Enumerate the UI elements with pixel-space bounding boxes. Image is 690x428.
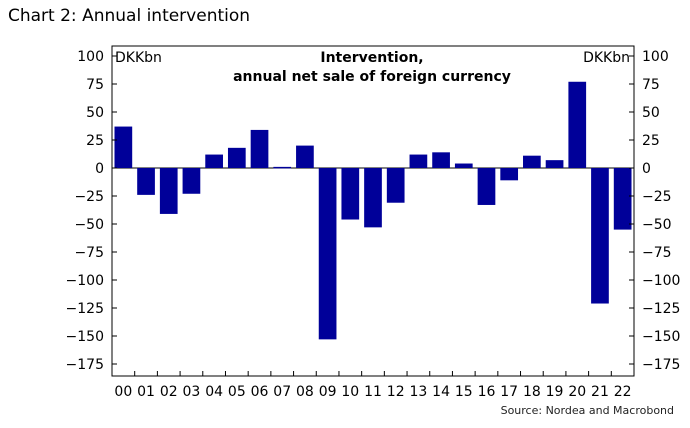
x-tick-label-20: 20 xyxy=(568,384,586,400)
y-tick-label-right: 0 xyxy=(642,161,651,177)
y-tick-label-left: 75 xyxy=(86,77,104,93)
x-tick-label-03: 03 xyxy=(183,384,201,400)
y-tick-label-right: −75 xyxy=(642,245,672,261)
bar-10 xyxy=(341,168,360,220)
x-tick-label-22: 22 xyxy=(614,384,632,400)
bar-09 xyxy=(318,168,337,340)
y-tick-label-left: −100 xyxy=(66,273,104,289)
x-tick-label-05: 05 xyxy=(228,384,246,400)
x-tick-label-17: 17 xyxy=(500,384,518,400)
plot-border xyxy=(111,45,635,377)
source-note: Source: Nordea and Macrobond xyxy=(500,404,674,417)
bar-22 xyxy=(613,168,632,230)
x-tick-label-00: 00 xyxy=(114,384,132,400)
y-tick-label-right: −175 xyxy=(642,357,680,373)
y-tick-label-left: −150 xyxy=(66,329,104,345)
y-tick-label-right: −50 xyxy=(642,217,672,233)
y-tick-label-left: −50 xyxy=(74,217,104,233)
x-tick-label-02: 02 xyxy=(160,384,178,400)
x-tick-label-18: 18 xyxy=(523,384,541,400)
bar-14 xyxy=(432,152,450,168)
bar-06 xyxy=(250,129,269,168)
y-tick-label-right: −125 xyxy=(642,301,680,317)
y-tick-label-right: −100 xyxy=(642,273,680,289)
x-tick-label-04: 04 xyxy=(205,384,223,400)
bar-20 xyxy=(568,81,587,168)
x-tick-label-07: 07 xyxy=(273,384,291,400)
bar-01 xyxy=(137,168,155,195)
bar-21 xyxy=(591,168,609,304)
bar-12 xyxy=(386,168,405,203)
bar-02 xyxy=(159,168,178,214)
x-tick-label-11: 11 xyxy=(364,384,382,400)
bar-11 xyxy=(364,168,382,228)
chart-title-line2: annual net sale of foreign currency xyxy=(233,69,511,85)
bar-15 xyxy=(454,163,473,168)
y-axis-left: 100 75 50 25 0 −25 −50 −75 −100 −125 −150 −175 xyxy=(66,49,117,373)
bar-08 xyxy=(296,145,314,168)
y-tick-label-right: −25 xyxy=(642,189,672,205)
bar-05 xyxy=(227,147,246,168)
x-tick-label-13: 13 xyxy=(409,384,427,400)
y-tick-label-left: 25 xyxy=(86,133,104,149)
unit-label-left: DKKbn xyxy=(115,50,162,66)
x-tick-label-15: 15 xyxy=(455,384,473,400)
page-title: Chart 2: Annual intervention xyxy=(8,6,251,26)
y-tick-label-right: 50 xyxy=(642,105,660,121)
x-tick-label-19: 19 xyxy=(546,384,564,400)
bar-07 xyxy=(273,166,292,169)
unit-label-right: DKKbn xyxy=(583,50,630,66)
bar-03 xyxy=(182,168,201,194)
x-tick-label-09: 09 xyxy=(319,384,337,400)
bars-group xyxy=(114,81,632,340)
x-tick-label-06: 06 xyxy=(251,384,269,400)
bar-04 xyxy=(205,154,223,168)
bar-19 xyxy=(545,160,564,168)
x-axis: 00 01 02 03 04 05 06 07 08 09 10 11 12 13 14 15 16 17 18 19… xyxy=(114,371,635,400)
x-tick-label-21: 21 xyxy=(591,384,609,400)
y-tick-label-left: 100 xyxy=(77,49,104,65)
y-tick-label-left: −125 xyxy=(66,301,104,317)
y-tick-label-left: −175 xyxy=(66,357,104,373)
x-tick-label-14: 14 xyxy=(432,384,450,400)
y-tick-label-right: 75 xyxy=(642,77,660,93)
bar-17 xyxy=(500,168,519,181)
bar-13 xyxy=(409,154,428,168)
x-tick-label-16: 16 xyxy=(478,384,496,400)
y-tick-label-right: −150 xyxy=(642,329,680,345)
x-tick-label-12: 12 xyxy=(387,384,405,400)
y-tick-label-left: 50 xyxy=(86,105,104,121)
y-tick-label-left: 0 xyxy=(95,161,104,177)
y-tick-label-left: −75 xyxy=(74,245,104,261)
x-tick-label-08: 08 xyxy=(296,384,314,400)
x-tick-label-01: 01 xyxy=(137,384,155,400)
y-tick-label-right: 100 xyxy=(642,49,669,65)
x-tick-label-10: 10 xyxy=(341,384,359,400)
bar-18 xyxy=(523,155,541,168)
y-axis-right: 100 75 50 25 0 −25 −50 −75 −100 −125 −150 −175 xyxy=(629,49,680,373)
chart-title-line1: Intervention, xyxy=(320,50,423,66)
y-tick-label-right: 25 xyxy=(642,133,660,149)
bar-00 xyxy=(114,126,133,168)
y-tick-label-left: −25 xyxy=(74,189,104,205)
bar-16 xyxy=(477,168,496,205)
